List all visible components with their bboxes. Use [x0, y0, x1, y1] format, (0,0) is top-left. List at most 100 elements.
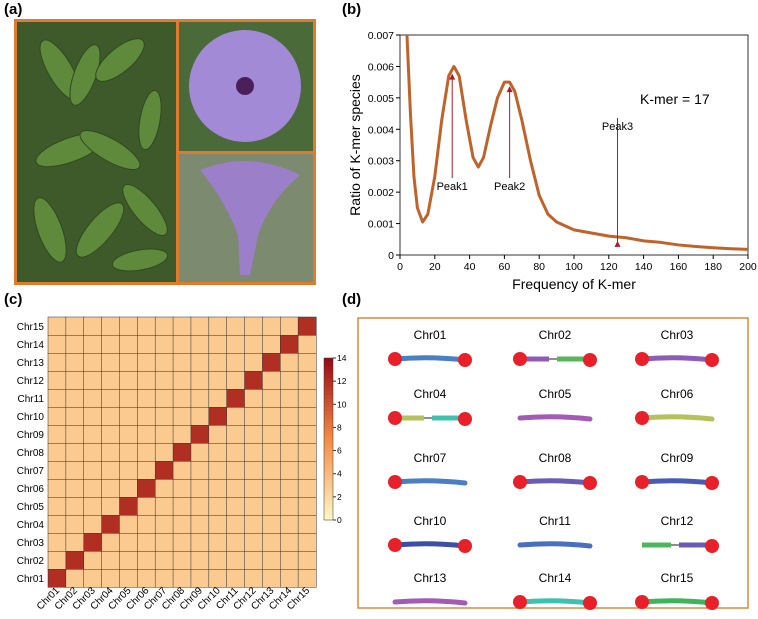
chromosome	[639, 598, 715, 606]
heatmap-cell	[119, 568, 138, 588]
heatmap-cell	[83, 496, 103, 516]
chromosome-label: Chr09	[661, 451, 694, 465]
heatmap-cell	[244, 352, 263, 372]
heatmap-cell	[190, 442, 210, 462]
heatmap-cell	[244, 442, 263, 462]
heatmap-cell	[172, 442, 192, 462]
colorbar-step	[324, 447, 333, 452]
heatmap-cell	[119, 424, 138, 444]
heatmap-cell	[208, 334, 228, 354]
heatmap-cell	[65, 334, 85, 354]
heatmap-cell	[65, 424, 85, 444]
heatmap-cell	[226, 496, 246, 516]
heatmap-cell	[297, 334, 317, 354]
colorbar-step	[324, 507, 333, 513]
heatmap-cell	[119, 370, 138, 390]
heatmap-cell	[83, 550, 103, 570]
panel-label: (c)	[4, 291, 22, 308]
heatmap-cell	[83, 478, 103, 498]
telomere	[513, 475, 527, 489]
heatmap-cell	[244, 496, 263, 516]
heatmap-cell	[101, 550, 121, 570]
heatmap-cell	[101, 478, 121, 498]
y-tick-label: 0.003	[368, 156, 394, 168]
heatmap-cell	[154, 316, 174, 336]
heatmap-cell	[190, 334, 210, 354]
heatmap-cell	[119, 352, 138, 372]
colorbar-step	[324, 515, 333, 521]
heatmap-cell	[154, 550, 174, 570]
colorbar-step	[324, 358, 333, 363]
heatmap-cell	[172, 460, 192, 480]
y-tick-label: 0.007	[368, 30, 394, 42]
colorbar-step	[324, 475, 333, 480]
heatmap-cell	[208, 568, 228, 588]
heatmap-cell	[137, 532, 156, 552]
heatmap-cell	[47, 406, 67, 426]
heatmap-cell	[190, 388, 210, 408]
chromosome	[639, 414, 715, 422]
heatmap-cell	[119, 550, 138, 570]
heatmap-cell	[297, 514, 317, 534]
y-category-label: Chr14	[17, 340, 45, 351]
colorbar-step	[324, 499, 333, 505]
telomere	[388, 538, 402, 552]
heatmap-cell	[297, 478, 317, 498]
heatmap-cell	[65, 370, 85, 390]
heatmap-cell	[65, 406, 85, 426]
x-tick-label: 80	[533, 261, 545, 273]
heatmap-cell	[154, 406, 174, 426]
y-tick-label: 0	[388, 250, 394, 262]
heatmap-cell	[101, 316, 121, 336]
colorbar-step	[324, 463, 333, 468]
heatmap-cell	[262, 370, 281, 390]
heatmap-cell	[65, 460, 85, 480]
heatmap-cell	[226, 442, 246, 462]
telomere	[635, 595, 649, 609]
heatmap-cell	[83, 388, 103, 408]
colorbar-step	[324, 426, 333, 432]
x-tick-label: 60	[499, 261, 511, 273]
heatmap-cell	[297, 388, 317, 408]
heatmap-cell	[101, 370, 121, 390]
heatmap-cell	[226, 478, 246, 498]
photo-panel	[14, 19, 316, 285]
heatmap-cell	[297, 406, 317, 426]
heatmap-cell	[262, 496, 281, 516]
telomere	[388, 475, 402, 489]
chromosome-label: Chr06	[661, 387, 694, 401]
colorbar-step	[324, 455, 333, 460]
heatmap-cell	[280, 316, 299, 336]
colorbar-step	[324, 483, 333, 488]
colorbar-step	[324, 491, 333, 497]
heatmap-cell	[101, 496, 121, 516]
colorbar-tick-label: 2	[337, 492, 342, 502]
leaves	[33, 38, 169, 272]
heatmap-cell	[208, 496, 228, 516]
chromosome-label: Chr05	[539, 387, 572, 401]
heatmap-cell	[262, 406, 281, 426]
heatmap-cell	[101, 388, 121, 408]
chromosome	[639, 478, 715, 486]
heatmap-cell	[119, 406, 138, 426]
heatmap-cell	[172, 352, 192, 372]
heatmap-cell	[190, 460, 210, 480]
colorbar-step	[324, 439, 333, 444]
colorbar-step	[324, 471, 333, 476]
heatmap-cell	[137, 550, 156, 570]
heatmap-cell	[83, 532, 103, 552]
heatmap-cell	[262, 442, 281, 462]
flower-center	[236, 77, 254, 95]
peak-label: Peak2	[494, 181, 525, 193]
chromosome	[517, 478, 593, 486]
heatmap-cell	[47, 352, 67, 372]
heatmap-cell	[280, 460, 299, 480]
colorbar-tick-label: 0	[337, 515, 342, 525]
heatmap-cell	[137, 496, 156, 516]
heatmap-cell	[119, 532, 138, 552]
y-tick-label: 0.001	[368, 219, 394, 231]
heatmap-cell	[208, 460, 228, 480]
y-category-label: Chr07	[17, 466, 45, 477]
y-category-label: Chr12	[17, 376, 45, 387]
heatmap-cell	[262, 460, 281, 480]
